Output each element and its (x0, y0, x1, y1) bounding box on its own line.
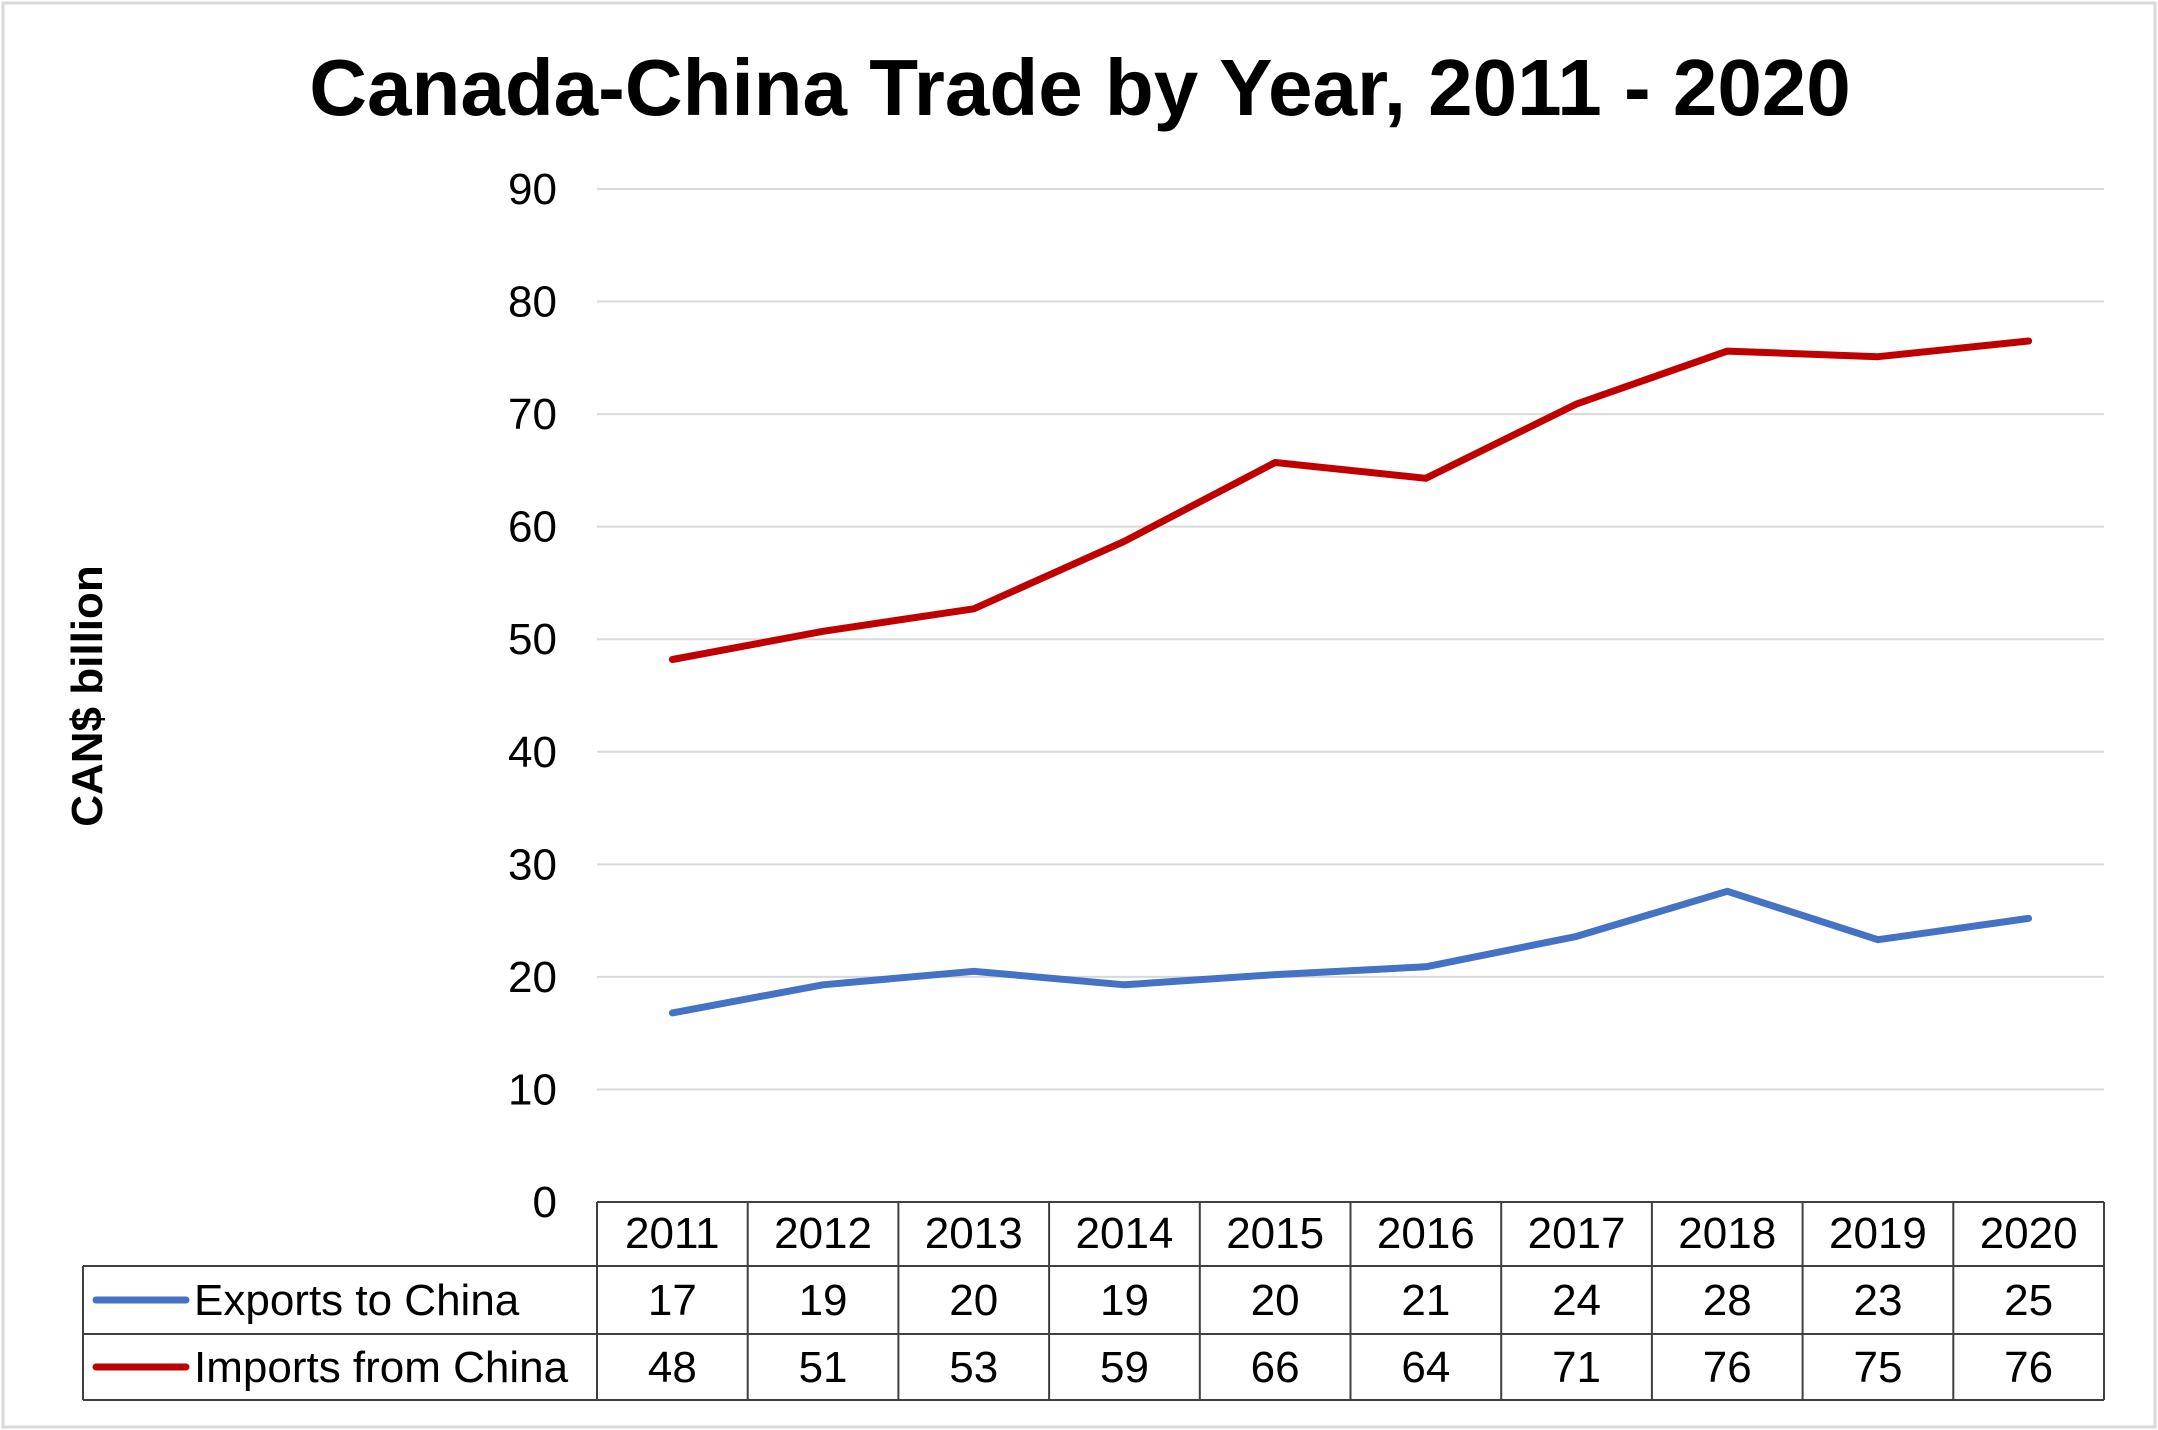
table-value: 76 (2004, 1343, 2053, 1392)
y-axis-label: CAN$ billion (63, 565, 112, 827)
x-tick-label: 2012 (774, 1209, 872, 1258)
y-tick-label: 80 (508, 278, 557, 327)
table-value: 25 (2004, 1276, 2053, 1325)
y-tick-label: 70 (508, 390, 557, 439)
x-tick-label: 2019 (1829, 1209, 1927, 1258)
legend-label: Exports to China (194, 1276, 520, 1325)
table-value: 76 (1703, 1343, 1752, 1392)
table-value: 71 (1552, 1343, 1601, 1392)
table-value: 20 (1251, 1276, 1300, 1325)
table-value: 19 (799, 1276, 848, 1325)
table-value: 75 (1853, 1343, 1902, 1392)
x-tick-label: 2014 (1076, 1209, 1174, 1258)
x-tick-label: 2016 (1377, 1209, 1475, 1258)
table-value: 24 (1552, 1276, 1601, 1325)
x-tick-label: 2020 (1980, 1209, 2078, 1258)
gridlines (597, 188, 2104, 1091)
x-tick-label: 2011 (625, 1209, 720, 1258)
x-tick-label: 2013 (925, 1209, 1023, 1258)
table-value: 21 (1401, 1276, 1450, 1325)
x-tick-label: 2018 (1678, 1209, 1776, 1258)
x-tick-label: 2017 (1528, 1209, 1626, 1258)
series-lines (668, 337, 2033, 1017)
y-tick-label: 50 (508, 615, 557, 664)
y-tick-label: 30 (508, 840, 557, 889)
table-value: 17 (648, 1276, 697, 1325)
chart-title: Canada-China Trade by Year, 2011 - 2020 (309, 43, 1851, 132)
series-line-imports (668, 337, 2033, 663)
x-tick-label: 2015 (1226, 1209, 1324, 1258)
y-axis-ticks: 0 10 20 30 40 50 60 70 80 90 (508, 165, 557, 1227)
y-tick-label: 10 (508, 1065, 557, 1114)
y-tick-label: 60 (508, 503, 557, 552)
table-value: 66 (1251, 1343, 1300, 1392)
table-value: 53 (949, 1343, 998, 1392)
table-value: 23 (1853, 1276, 1902, 1325)
legend-label: Imports from China (194, 1343, 569, 1392)
table-value: 48 (648, 1343, 697, 1392)
y-tick-label: 40 (508, 728, 557, 777)
y-tick-label: 20 (508, 953, 557, 1002)
y-tick-label: 90 (508, 165, 557, 214)
table-value: 19 (1100, 1276, 1149, 1325)
series-line-exports (668, 887, 2033, 1017)
y-tick-label: 0 (533, 1178, 557, 1227)
table-value: 64 (1401, 1343, 1450, 1392)
table-value: 59 (1100, 1343, 1149, 1392)
table-value: 20 (949, 1276, 998, 1325)
data-table: 2011 2012 2013 2014 2015 2016 2017 2018 2019 2020… (82, 1201, 2105, 1401)
table-value: 51 (799, 1343, 848, 1392)
table-value: 28 (1703, 1276, 1752, 1325)
